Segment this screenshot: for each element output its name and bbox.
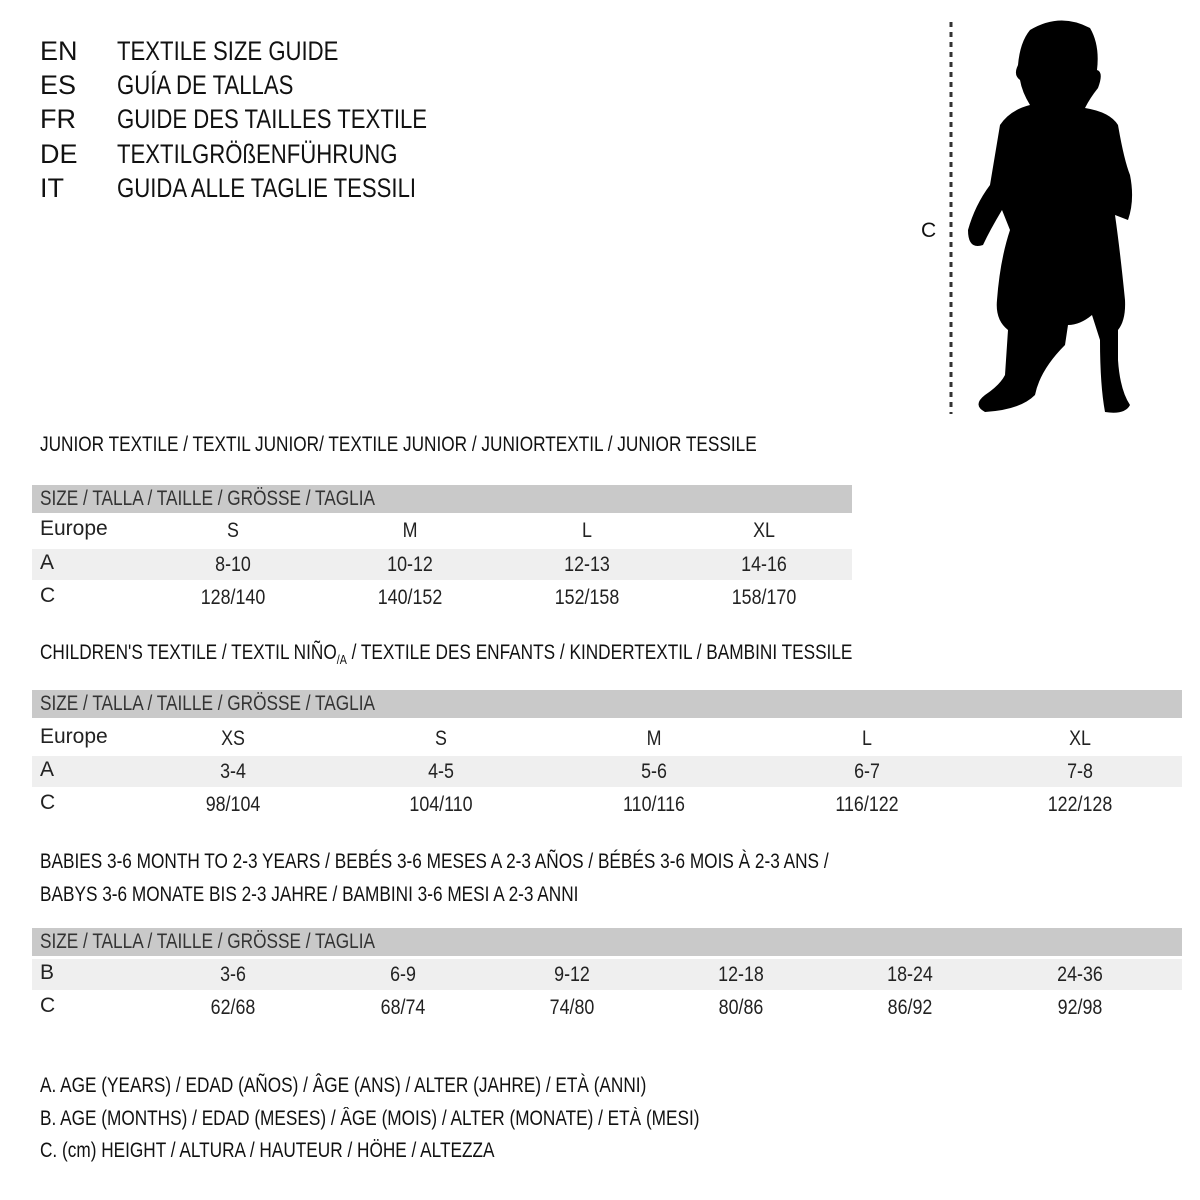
table-cell: 3-6 xyxy=(220,963,246,986)
row-label: B xyxy=(40,961,55,984)
table-cell: M xyxy=(402,519,418,542)
table-cell: 104/110 xyxy=(409,793,473,816)
table-cell: M xyxy=(646,727,662,750)
babies-title-line2-text: BABYS 3-6 MONATE BIS 2-3 JAHRE / BAMBINI… xyxy=(40,883,579,906)
babies-table-header: SIZE / TALLA / TAILLE / GRÖSSE / TAGLIA xyxy=(40,928,449,956)
row-label: Europe xyxy=(40,725,108,748)
guide-title: TEXTILGRÖßENFÜHRUNG xyxy=(117,139,459,169)
junior-title: JUNIOR TEXTILE / TEXTIL JUNIOR/ TEXTILE … xyxy=(40,433,914,457)
table-cell: 12-13 xyxy=(564,553,610,576)
guide-title: GUIDA ALLE TAGLIE TESSILI xyxy=(117,173,482,203)
table-cell: 122/128 xyxy=(1047,793,1113,816)
table-header-text: SIZE / TALLA / TAILLE / GRÖSSE / TAGLIA xyxy=(40,930,375,953)
table-cell: 12-18 xyxy=(718,963,764,986)
junior-table-header: SIZE / TALLA / TAILLE / GRÖSSE / TAGLIA xyxy=(40,485,449,513)
language-code: EN xyxy=(40,36,78,66)
table-cell: 86/92 xyxy=(887,996,933,1019)
legend-line-text: C. (cm) HEIGHT / ALTURA / HAUTEUR / HÖHE… xyxy=(40,1139,495,1162)
table-cell: S xyxy=(435,727,447,750)
language-code: IT xyxy=(40,173,64,203)
guide-title: TEXTILE SIZE GUIDE xyxy=(117,36,387,66)
guide-title-text: GUÍA DE TALLAS xyxy=(117,70,294,100)
babies-title-line1-text: BABIES 3-6 MONTH TO 2-3 YEARS / BEBÉS 3-… xyxy=(40,850,829,873)
junior-title-text: JUNIOR TEXTILE / TEXTIL JUNIOR/ TEXTILE … xyxy=(40,433,757,456)
guide-title-text: GUIDE DES TAILLES TEXTILE xyxy=(117,104,428,134)
row-label: Europe xyxy=(40,517,108,540)
children-header-band xyxy=(32,690,1182,718)
table-cell: 74/80 xyxy=(549,996,595,1019)
babies-header-band xyxy=(32,928,1182,956)
babies-title-line1: BABIES 3-6 MONTH TO 2-3 YEARS / BEBÉS 3-… xyxy=(40,850,1002,874)
row-label: A xyxy=(40,758,55,781)
table-cell: 6-9 xyxy=(390,963,416,986)
table-cell: 3-4 xyxy=(220,760,246,783)
table-cell: 18-24 xyxy=(887,963,933,986)
guide-title-text: TEXTILE SIZE GUIDE xyxy=(117,36,339,66)
table-header-text: SIZE / TALLA / TAILLE / GRÖSSE / TAGLIA xyxy=(40,692,375,715)
table-cell: 6-7 xyxy=(854,760,880,783)
row-band xyxy=(32,756,1182,787)
table-cell: 24-36 xyxy=(1057,963,1103,986)
row-band xyxy=(32,549,852,580)
legend-line: C. (cm) HEIGHT / ALTURA / HAUTEUR / HÖHE… xyxy=(40,1139,594,1163)
table-cell: 98/104 xyxy=(205,793,261,816)
table-cell: L xyxy=(582,519,592,542)
babies-title-line2: BABYS 3-6 MONATE BIS 2-3 JAHRE / BAMBINI… xyxy=(40,883,697,907)
table-cell: 14-16 xyxy=(741,553,787,576)
table-cell: 80/86 xyxy=(718,996,764,1019)
children-title-text: CHILDREN'S TEXTILE / TEXTIL NIÑO/A / TEX… xyxy=(40,641,852,672)
table-cell: 9-12 xyxy=(554,963,590,986)
table-cell: 140/152 xyxy=(377,586,443,609)
table-cell: 128/140 xyxy=(200,586,266,609)
table-cell: 110/116 xyxy=(623,793,685,816)
guide-title: GUIDE DES TAILLES TEXTILE xyxy=(117,104,495,134)
language-code: DE xyxy=(40,139,78,169)
row-band xyxy=(32,959,1182,990)
title-part: CHILDREN'S TEXTILE / TEXTIL NIÑO xyxy=(40,641,337,664)
table-cell: 152/158 xyxy=(554,586,620,609)
title-part: / TEXTILE DES ENFANTS / KINDERTEXTIL / B… xyxy=(346,641,853,664)
legend-line: A. AGE (YEARS) / EDAD (AÑOS) / ÂGE (ANS)… xyxy=(40,1074,779,1098)
legend-line-text: B. AGE (MONTHS) / EDAD (MESES) / ÂGE (MO… xyxy=(40,1107,700,1130)
table-cell: 116/122 xyxy=(835,793,899,816)
language-code: FR xyxy=(40,104,76,134)
table-cell: 158/170 xyxy=(731,586,797,609)
table-cell: 7-8 xyxy=(1067,760,1093,783)
legend-line: B. AGE (MONTHS) / EDAD (MESES) / ÂGE (MO… xyxy=(40,1107,844,1131)
child-silhouette xyxy=(968,20,1133,413)
guide-title: GUÍA DE TALLAS xyxy=(117,70,332,100)
guide-title-text: TEXTILGRÖßENFÜHRUNG xyxy=(117,139,398,169)
table-cell: 4-5 xyxy=(428,760,454,783)
row-label: C xyxy=(40,994,56,1017)
title-subscript: /A xyxy=(336,652,347,668)
row-label: A xyxy=(40,551,55,574)
guide-title-text: GUIDA ALLE TAGLIE TESSILI xyxy=(117,173,417,203)
table-cell: 92/98 xyxy=(1057,996,1103,1019)
table-cell: L xyxy=(862,727,872,750)
table-cell: S xyxy=(227,519,239,542)
table-cell: 10-12 xyxy=(387,553,433,576)
table-header-text: SIZE / TALLA / TAILLE / GRÖSSE / TAGLIA xyxy=(40,487,375,510)
table-cell: 62/68 xyxy=(210,996,256,1019)
table-cell: 5-6 xyxy=(641,760,667,783)
children-title: CHILDREN'S TEXTILE / TEXTIL NIÑO/A / TEX… xyxy=(40,641,1031,672)
table-cell: 8-10 xyxy=(215,553,251,576)
children-table-header: SIZE / TALLA / TAILLE / GRÖSSE / TAGLIA xyxy=(40,690,449,718)
table-cell: XL xyxy=(1069,727,1091,750)
junior-header-band xyxy=(32,485,852,513)
row-label: C xyxy=(40,584,56,607)
table-cell: 68/74 xyxy=(380,996,426,1019)
language-code: ES xyxy=(40,70,77,100)
row-label: C xyxy=(40,791,56,814)
legend-line-text: A. AGE (YEARS) / EDAD (AÑOS) / ÂGE (ANS)… xyxy=(40,1074,647,1097)
height-label: C xyxy=(921,219,937,242)
table-cell: XS xyxy=(221,727,245,750)
table-cell: XL xyxy=(753,519,775,542)
